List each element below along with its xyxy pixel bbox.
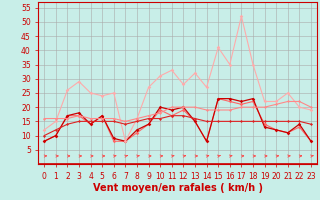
X-axis label: Vent moyen/en rafales ( km/h ): Vent moyen/en rafales ( km/h ): [92, 183, 263, 193]
